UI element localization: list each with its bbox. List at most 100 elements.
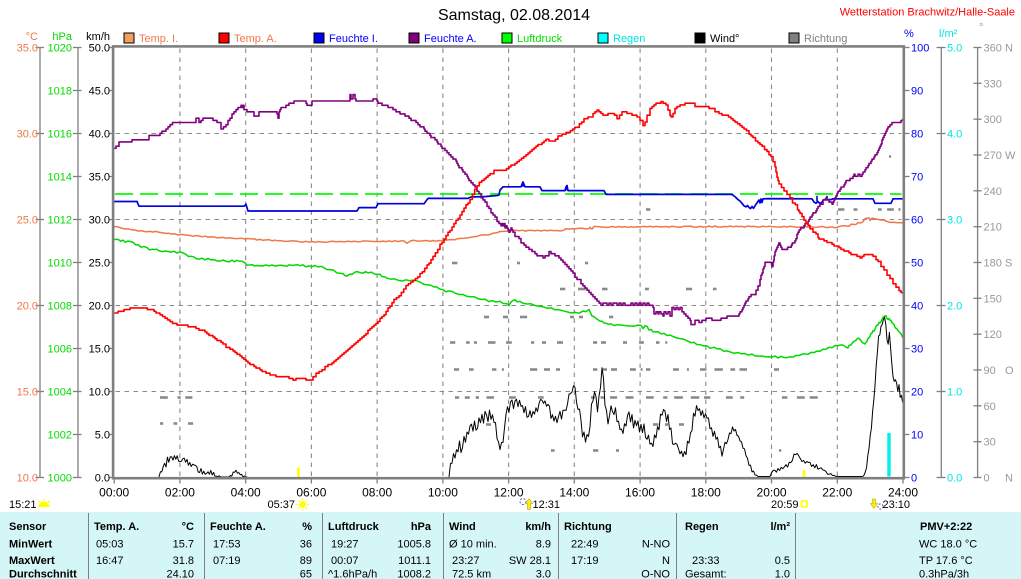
svg-text:72.5 km: 72.5 km (452, 569, 491, 579)
svg-text:°C: °C (26, 31, 38, 43)
svg-text:N: N (1005, 473, 1013, 485)
svg-text:20: 20 (911, 387, 923, 399)
svg-text:70: 70 (911, 172, 923, 184)
svg-text:1005.8: 1005.8 (397, 539, 431, 551)
svg-text:06:00: 06:00 (296, 486, 326, 500)
svg-text:30: 30 (911, 344, 923, 356)
svg-text:Samstag, 02.08.2014: Samstag, 02.08.2014 (438, 7, 590, 24)
svg-text:35.0: 35.0 (17, 43, 38, 55)
svg-text:17:53: 17:53 (213, 539, 241, 551)
svg-text:1000: 1000 (48, 473, 72, 485)
svg-text:35.0: 35.0 (89, 172, 110, 184)
svg-text:5.0: 5.0 (947, 43, 962, 55)
svg-text:N: N (662, 555, 670, 567)
svg-text:22:00: 22:00 (822, 486, 852, 500)
svg-text:1018: 1018 (48, 86, 72, 98)
svg-text:05:03: 05:03 (96, 539, 124, 551)
svg-text:25.0: 25.0 (17, 215, 38, 227)
svg-text:°C: °C (182, 521, 194, 533)
svg-text:Wind°: Wind° (710, 33, 739, 45)
svg-text:31.8: 31.8 (173, 555, 194, 567)
svg-text:15.0: 15.0 (89, 344, 110, 356)
svg-text:1012: 1012 (48, 215, 72, 227)
svg-text:1.0: 1.0 (775, 569, 790, 579)
svg-text:24:00: 24:00 (888, 486, 918, 500)
svg-text:1008.2: 1008.2 (397, 569, 431, 579)
svg-text:80: 80 (911, 129, 923, 141)
svg-text:1.0: 1.0 (947, 387, 962, 399)
svg-text:W: W (1005, 150, 1016, 162)
svg-text:22:49: 22:49 (571, 539, 599, 551)
svg-text:90: 90 (984, 365, 996, 377)
svg-text:N: N (1005, 43, 1013, 55)
svg-text:TP 17.6 °C: TP 17.6 °C (919, 555, 973, 567)
svg-text:00:07: 00:07 (331, 555, 359, 567)
svg-text:15.7: 15.7 (173, 539, 194, 551)
svg-text:2.0: 2.0 (947, 301, 962, 313)
svg-text:°: ° (979, 22, 983, 34)
svg-text:60: 60 (911, 215, 923, 227)
svg-text:0.0: 0.0 (947, 473, 962, 485)
svg-text:PMV+2:22: PMV+2:22 (920, 521, 972, 533)
svg-text:0.0: 0.0 (95, 473, 110, 485)
svg-text:1010: 1010 (48, 258, 72, 270)
svg-text:50: 50 (911, 258, 923, 270)
svg-text:12:31: 12:31 (533, 499, 561, 511)
svg-text:15:21: 15:21 (9, 499, 37, 511)
svg-text:10.0: 10.0 (89, 387, 110, 399)
svg-text:Feuchte I.: Feuchte I. (329, 33, 378, 45)
svg-text:23:33: 23:33 (692, 555, 720, 567)
svg-text:12:00: 12:00 (494, 486, 524, 500)
svg-text:1020: 1020 (48, 43, 72, 55)
svg-text:N-NO: N-NO (642, 539, 671, 551)
svg-text:Wetterstation Brachwitz/Halle-: Wetterstation Brachwitz/Halle-Saale (840, 7, 1015, 19)
svg-text:Feuchte A.: Feuchte A. (210, 521, 266, 533)
svg-text:1004: 1004 (48, 387, 72, 399)
svg-text:20.0: 20.0 (89, 301, 110, 313)
svg-text:19:27: 19:27 (331, 539, 359, 551)
svg-text:0: 0 (911, 473, 917, 485)
svg-text:89: 89 (300, 555, 312, 567)
svg-text:30.0: 30.0 (17, 129, 38, 141)
svg-text:23:10: 23:10 (883, 499, 911, 511)
svg-text:S: S (1005, 258, 1012, 270)
svg-text:1008: 1008 (48, 301, 72, 313)
svg-text:MaxWert: MaxWert (9, 555, 55, 567)
svg-text:Regen: Regen (613, 33, 645, 45)
svg-text:Sensor: Sensor (9, 521, 47, 533)
svg-text:1011.1: 1011.1 (398, 555, 431, 567)
svg-text:16:00: 16:00 (625, 486, 655, 500)
svg-text:36: 36 (300, 539, 312, 551)
svg-text:WC 18.0 °C: WC 18.0 °C (919, 539, 977, 551)
svg-text:8.9: 8.9 (536, 539, 551, 551)
svg-text:90: 90 (911, 86, 923, 98)
svg-text:3.0: 3.0 (947, 215, 962, 227)
svg-text:360: 360 (984, 43, 1002, 55)
svg-text:10:00: 10:00 (428, 486, 458, 500)
svg-text:Temp. A.: Temp. A. (234, 33, 277, 45)
svg-text:05:37: 05:37 (267, 499, 295, 511)
svg-text:0.3hPa/3h: 0.3hPa/3h (919, 569, 969, 579)
svg-text:Regen: Regen (685, 521, 719, 533)
svg-text:O: O (1005, 365, 1014, 377)
svg-text:330: 330 (984, 78, 1002, 90)
svg-text:Feuchte A.: Feuchte A. (424, 33, 477, 45)
svg-text:08:00: 08:00 (362, 486, 392, 500)
svg-text:120: 120 (984, 329, 1002, 341)
svg-text:18:00: 18:00 (691, 486, 721, 500)
svg-text:17:19: 17:19 (571, 555, 599, 567)
svg-text:km/h: km/h (525, 521, 551, 533)
svg-text:16:47: 16:47 (96, 555, 124, 567)
svg-text:0: 0 (984, 473, 990, 485)
svg-text:5.0: 5.0 (95, 430, 110, 442)
svg-text:210: 210 (984, 222, 1002, 234)
svg-text:l/m²: l/m² (770, 521, 790, 533)
svg-text:km/h: km/h (86, 31, 110, 43)
svg-text:1006: 1006 (48, 344, 72, 356)
svg-text:300: 300 (984, 114, 1002, 126)
svg-text:3.0: 3.0 (536, 569, 551, 579)
svg-text:24.10: 24.10 (166, 569, 194, 579)
svg-text:270: 270 (984, 150, 1002, 162)
svg-text:Wind: Wind (449, 521, 476, 533)
svg-text:Richtung: Richtung (804, 33, 847, 45)
